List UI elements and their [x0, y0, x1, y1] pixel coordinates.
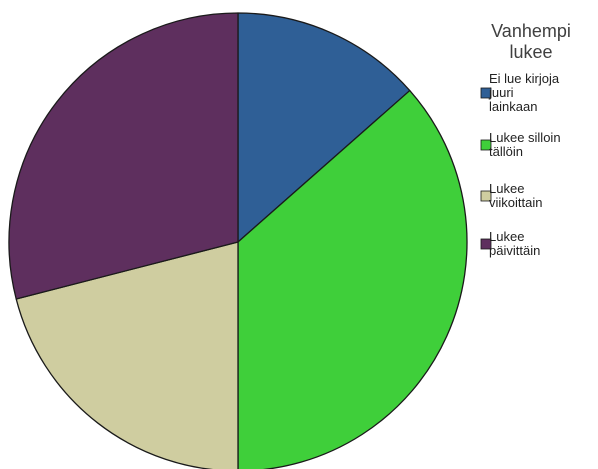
- legend-title-line-2: lukee: [509, 42, 552, 62]
- legend-swatch-1: [480, 87, 492, 99]
- legend-item-1: Ei lue kirjoja juuri lainkaan: [480, 71, 560, 114]
- legend-label-1: Ei lue kirjoja juuri lainkaan: [488, 71, 560, 114]
- pie-slices: [8, 12, 468, 469]
- legend-swatch-3: [480, 190, 492, 202]
- pie-slice-4: [8, 12, 239, 300]
- pie-slice-3: [15, 241, 239, 469]
- legend-item-3: Lukee viikoittain: [480, 181, 542, 210]
- legend-swatch-2: [480, 139, 492, 151]
- legend-label-4: Lukee päivittäin: [489, 229, 540, 258]
- legend-label-2: Lukee silloin tällöin: [489, 130, 561, 159]
- legend-item-4: Lukee päivittäin: [480, 229, 540, 258]
- pie-slice-2: [237, 89, 468, 469]
- legend-title-line-1: Vanhempi: [491, 21, 571, 41]
- legend-swatch-4: [480, 238, 492, 250]
- pie-slice-1: [237, 12, 411, 243]
- legend-item-2: Lukee silloin tällöin: [480, 130, 561, 159]
- legend: Vanhempi lukee Ei lue kirjoja juuri lainka…: [480, 21, 571, 258]
- legend-label-3: Lukee viikoittain: [489, 181, 542, 210]
